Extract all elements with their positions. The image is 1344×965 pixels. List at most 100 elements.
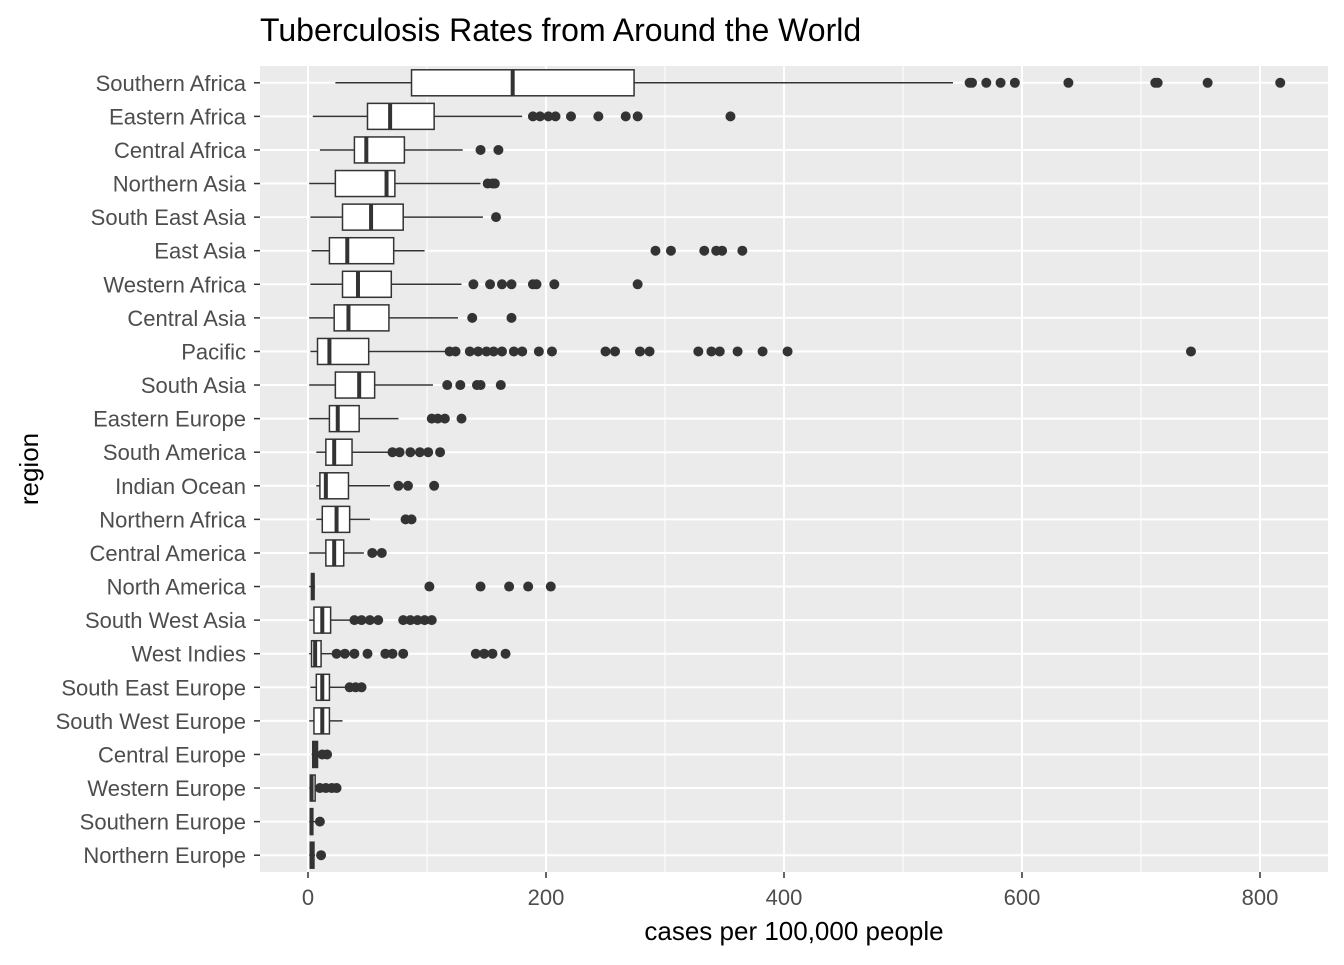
- outlier-point: [650, 245, 661, 256]
- box-indian-ocean: [316, 472, 440, 500]
- outlier-point: [706, 346, 717, 357]
- box-central-asia: [309, 304, 517, 332]
- outlier-point: [455, 380, 466, 391]
- box-iqr: [316, 337, 370, 366]
- box-south-east-europe: [310, 673, 367, 702]
- outlier-point: [367, 547, 378, 558]
- box-iqr: [333, 304, 390, 332]
- y-tick-label: Western Africa: [103, 272, 246, 297]
- box-central-africa: [319, 136, 504, 164]
- outlier-point: [475, 380, 486, 391]
- outlier-point: [693, 346, 704, 357]
- y-tick-label: Northern Africa: [99, 507, 246, 532]
- y-axis-title: region: [14, 433, 44, 505]
- outlier-point: [549, 279, 560, 290]
- y-tick-label: South East Europe: [61, 675, 246, 700]
- outlier-point: [527, 111, 538, 122]
- outlier-point: [995, 77, 1006, 88]
- box-iqr: [353, 136, 406, 164]
- outlier-point: [531, 279, 542, 290]
- outlier-point: [725, 111, 736, 122]
- box-south-asia: [309, 371, 506, 399]
- outlier-point: [1275, 77, 1286, 88]
- box-northern-africa: [316, 505, 417, 534]
- y-tick-label: Central Europe: [98, 742, 246, 767]
- box-iqr: [328, 404, 360, 433]
- outlier-point: [1185, 346, 1196, 357]
- y-tick-label: Northern Europe: [83, 843, 246, 868]
- outlier-point: [398, 648, 409, 659]
- outlier-point: [481, 346, 492, 357]
- x-tick-label: 200: [528, 885, 565, 910]
- y-tick-label: South West Asia: [85, 608, 247, 633]
- outlier-point: [543, 111, 554, 122]
- outlier-point: [632, 279, 643, 290]
- outlier-point: [714, 346, 725, 357]
- box-central-europe: [311, 740, 333, 769]
- box-iqr: [366, 102, 435, 131]
- outlier-point: [475, 581, 486, 592]
- outlier-point: [429, 480, 440, 491]
- outlier-point: [545, 581, 556, 592]
- x-tick-label: 600: [1004, 885, 1041, 910]
- outlier-point: [1152, 77, 1163, 88]
- y-tick-label: Eastern Europe: [93, 407, 246, 432]
- outlier-point: [504, 581, 515, 592]
- outlier-point: [593, 111, 604, 122]
- box-north-america: [309, 572, 556, 601]
- y-tick-label: Pacific: [181, 339, 246, 364]
- outlier-point: [398, 615, 409, 626]
- outlier-point: [496, 346, 507, 357]
- outlier-point: [380, 648, 391, 659]
- y-tick-label: West Indies: [131, 642, 246, 667]
- y-tick-label: South West Europe: [56, 709, 246, 734]
- outlier-point: [322, 749, 333, 760]
- outlier-point: [732, 346, 743, 357]
- y-tick-label: North America: [107, 575, 247, 600]
- box-western-africa: [310, 270, 643, 299]
- box-northern-europe: [309, 841, 327, 869]
- outlier-point: [782, 346, 793, 357]
- outlier-point: [635, 346, 646, 357]
- outlier-point: [523, 581, 534, 592]
- outlier-point: [356, 682, 367, 693]
- outlier-point: [470, 648, 481, 659]
- outlier-point: [495, 380, 506, 391]
- outlier-point: [331, 783, 342, 794]
- box-eastern-europe: [309, 404, 467, 433]
- outlier-point: [387, 447, 398, 458]
- y-tick-label: Northern Asia: [113, 172, 247, 197]
- outlier-point: [402, 480, 413, 491]
- box-iqr: [334, 371, 376, 399]
- outlier-point: [967, 77, 978, 88]
- outlier-point: [737, 245, 748, 256]
- outlier-point: [362, 648, 373, 659]
- outlier-point: [487, 648, 498, 659]
- outlier-point: [496, 279, 507, 290]
- outlier-point: [432, 413, 443, 424]
- outlier-point: [314, 816, 325, 827]
- box-east-asia: [311, 236, 748, 265]
- box-west-indies: [309, 639, 511, 668]
- x-tick-label: 0: [302, 885, 314, 910]
- outlier-point: [349, 615, 360, 626]
- outlier-point: [439, 413, 450, 424]
- box-western-europe: [309, 774, 342, 802]
- box-south-east-asia: [310, 203, 502, 231]
- outlier-point: [644, 346, 655, 357]
- outlier-point: [517, 346, 528, 357]
- box-pacific: [310, 337, 1196, 366]
- outlier-point: [475, 144, 486, 155]
- outlier-point: [717, 245, 728, 256]
- outlier-point: [393, 480, 404, 491]
- y-tick-label: Central America: [89, 541, 246, 566]
- chart-title: Tuberculosis Rates from Around the World: [260, 12, 861, 48]
- y-tick-label: South America: [103, 440, 247, 465]
- y-tick-label: Southern Europe: [80, 810, 246, 835]
- outlier-point: [424, 581, 435, 592]
- outlier-point: [506, 279, 517, 290]
- x-tick-label: 400: [766, 885, 803, 910]
- box-northern-asia: [309, 169, 500, 198]
- outlier-point: [450, 346, 461, 357]
